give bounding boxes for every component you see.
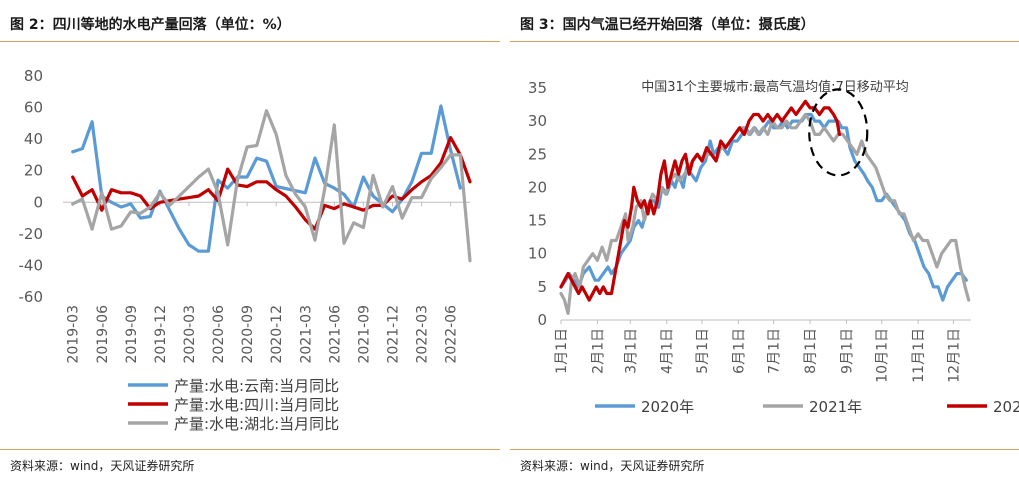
x-tick-label: 2019-09 bbox=[124, 305, 140, 364]
x-tick-label: 5月1日 bbox=[695, 328, 711, 374]
series-line bbox=[71, 104, 462, 253]
legend-label: 2022年 bbox=[993, 398, 1019, 416]
legend-label: 产量:水电:四川:当月同比 bbox=[174, 396, 339, 414]
legend-label: 产量:水电:云南:当月同比 bbox=[174, 377, 339, 395]
y-tick-label: 0 bbox=[33, 193, 43, 211]
x-tick-label: 4月1日 bbox=[660, 328, 676, 374]
right-source-rule bbox=[510, 449, 1019, 450]
series-line bbox=[71, 136, 472, 231]
x-tick-label: 2020-03 bbox=[182, 305, 198, 364]
x-tick-label: 7月1日 bbox=[767, 328, 783, 374]
temperature-line-chart: 中国31个主要城市:最高气温均值:7日移动平均 35 30 25 20 15 10 5 0 1月1… bbox=[528, 79, 1019, 416]
x-tick-label: 3月1日 bbox=[623, 328, 639, 374]
right-chart-panel: 图 3：国内气温已经开始回落（单位：摄氏度） 中国31个主要城市:最高气温均值:… bbox=[510, 0, 1019, 489]
y-tick-label: 0 bbox=[537, 311, 547, 329]
x-tick-label: 2月1日 bbox=[590, 328, 606, 374]
left-source-note: 资料来源：wind，天风证券研究所 bbox=[10, 459, 195, 473]
x-tick-label: 8月1日 bbox=[803, 328, 819, 374]
x-tick-label: 2019-12 bbox=[153, 305, 169, 364]
left-chart-title: 图 2：四川等地的水电产量回落（单位：%） bbox=[10, 17, 291, 33]
right-chart-title: 图 3：国内气温已经开始回落（单位：摄氏度） bbox=[520, 17, 815, 33]
x-tick-label: 2021-03 bbox=[298, 305, 314, 364]
y-tick-label: -60 bbox=[19, 288, 44, 306]
legend-label: 2020年 bbox=[641, 398, 694, 416]
left-title-rule bbox=[0, 41, 500, 42]
y-tick-label: 20 bbox=[24, 162, 43, 180]
x-tick-label: 2021-12 bbox=[385, 305, 401, 364]
y-tick-label: 15 bbox=[528, 212, 547, 230]
x-tick-label: 1月1日 bbox=[554, 328, 570, 374]
y-tick-label: 60 bbox=[24, 99, 43, 117]
y-tick-label: 25 bbox=[528, 145, 547, 163]
right-source-note: 资料来源：wind，天风证券研究所 bbox=[520, 459, 705, 473]
chart-inner-title: 中国31个主要城市:最高气温均值:7日移动平均 bbox=[641, 79, 909, 95]
series-line bbox=[559, 99, 841, 302]
series-line bbox=[71, 109, 472, 263]
x-tick-label: 12月1日 bbox=[946, 328, 962, 383]
x-tick-label: 2022-06 bbox=[444, 305, 460, 364]
x-tick-label: 2022-03 bbox=[415, 305, 431, 364]
y-tick-label: 10 bbox=[528, 245, 547, 263]
right-title-rule bbox=[510, 41, 1019, 42]
x-tick-label: 2020-12 bbox=[269, 305, 285, 364]
legend-label: 产量:水电:湖北:当月同比 bbox=[174, 415, 339, 433]
left-chart-panel: 图 2：四川等地的水电产量回落（单位：%） 80 60 40 20 0 -20 -40 -60… bbox=[0, 0, 500, 489]
y-tick-label: 30 bbox=[528, 112, 547, 130]
x-tick-label: 11月1日 bbox=[911, 328, 927, 383]
series-line bbox=[559, 112, 971, 315]
y-tick-label: -40 bbox=[19, 256, 44, 274]
y-tick-label: 35 bbox=[528, 79, 547, 97]
x-tick-label: 9月1日 bbox=[839, 328, 855, 374]
y-tick-label: -20 bbox=[19, 225, 44, 243]
x-tick-label: 6月1日 bbox=[731, 328, 747, 374]
x-tick-label: 2020-09 bbox=[240, 305, 256, 364]
y-tick-label: 80 bbox=[24, 67, 43, 85]
x-tick-label: 2019-03 bbox=[66, 305, 82, 364]
left-source-rule bbox=[0, 449, 500, 450]
x-tick-label: 10月1日 bbox=[875, 328, 891, 383]
hydropower-line-chart: 80 60 40 20 0 -20 -40 -60 2019-03 2019-06 2019-09 2… bbox=[19, 67, 472, 433]
x-tick-label: 2021-06 bbox=[327, 305, 343, 364]
y-tick-label: 20 bbox=[528, 178, 547, 196]
y-tick-label: 40 bbox=[24, 130, 43, 148]
series-line bbox=[559, 112, 968, 302]
legend-label: 2021年 bbox=[809, 398, 862, 416]
x-tick-label: 2020-06 bbox=[211, 305, 227, 364]
x-tick-label: 2019-06 bbox=[95, 305, 111, 364]
highlight-dashed-ellipse bbox=[808, 88, 869, 177]
y-tick-label: 5 bbox=[537, 278, 547, 296]
x-tick-label: 2021-09 bbox=[356, 305, 372, 364]
